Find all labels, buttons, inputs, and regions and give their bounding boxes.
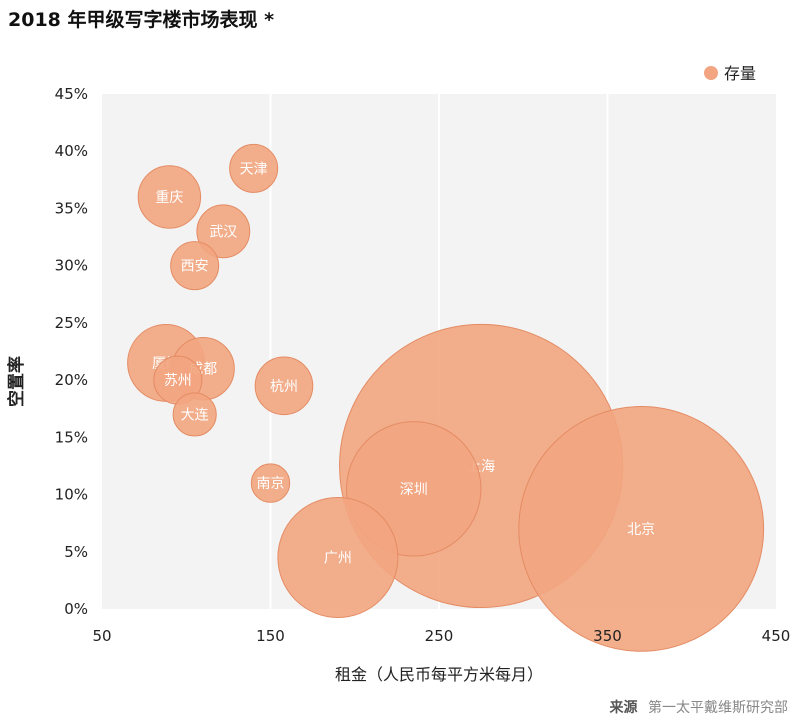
legend: 存量 [704, 64, 756, 83]
bubble-重庆: 重庆 [137, 165, 202, 229]
data-label: 苏州 [164, 373, 192, 389]
legend-marker [704, 66, 718, 80]
source-text: 第一太平戴维斯研究部 [648, 700, 788, 716]
data-label: 杭州 [270, 379, 298, 395]
x-tick-label: 50 [92, 627, 111, 645]
bubble-西安: 西安 [170, 241, 220, 291]
y-tick-label: 5% [64, 543, 88, 561]
data-label: 大连 [181, 407, 209, 423]
bubble-point [254, 356, 314, 416]
y-tick-label: 10% [55, 486, 88, 504]
bubble-天津: 天津 [229, 143, 279, 193]
bubble-大连: 大连 [172, 392, 217, 437]
y-tick-label: 30% [55, 257, 88, 275]
y-tick-label: 40% [55, 142, 88, 160]
bubble-point [250, 463, 291, 503]
bubble-广州: 广州 [277, 497, 399, 618]
source-note: 来源 第一太平戴维斯研究部 [610, 697, 788, 717]
bubble-武汉: 武汉 [196, 204, 251, 259]
y-axis-label: 空置率 [6, 356, 27, 407]
data-label: 天津 [240, 161, 268, 177]
data-label: 深圳 [400, 482, 428, 498]
bubble-杭州: 杭州 [254, 356, 314, 416]
legend-label: 存量 [724, 64, 756, 83]
bubble-point [170, 241, 220, 291]
bubble-point [229, 143, 279, 193]
bubble-point [137, 165, 202, 229]
y-tick-label: 0% [64, 600, 88, 618]
x-axis-label: 租金（人民币每平方米每月） [335, 665, 543, 684]
data-label: 广州 [324, 551, 352, 567]
x-tick-label: 450 [762, 627, 791, 645]
y-tick-label: 25% [55, 314, 88, 332]
x-tick-label: 250 [425, 627, 454, 645]
y-tick-label: 35% [55, 199, 88, 217]
y-tick-label: 20% [55, 371, 88, 389]
bubble-北京: 北京 [518, 405, 765, 652]
data-label: 北京 [627, 522, 655, 538]
bubble-point [518, 405, 765, 652]
y-tick-label: 15% [55, 428, 88, 446]
x-tick-label: 350 [593, 627, 622, 645]
source-label: 来源 [609, 700, 638, 716]
bubble-南京: 南京 [250, 463, 291, 503]
data-label: 西安 [181, 259, 209, 275]
data-label: 重庆 [155, 190, 183, 206]
bubble-point [277, 497, 399, 618]
chart-title: 2018 年甲级写字楼市场表现 * [8, 9, 275, 31]
bubble-point [172, 392, 217, 437]
data-label: 武汉 [209, 224, 237, 240]
bubble-point [196, 204, 251, 259]
data-label: 南京 [257, 476, 285, 492]
y-tick-label: 45% [55, 85, 88, 103]
x-tick-label: 150 [256, 627, 285, 645]
